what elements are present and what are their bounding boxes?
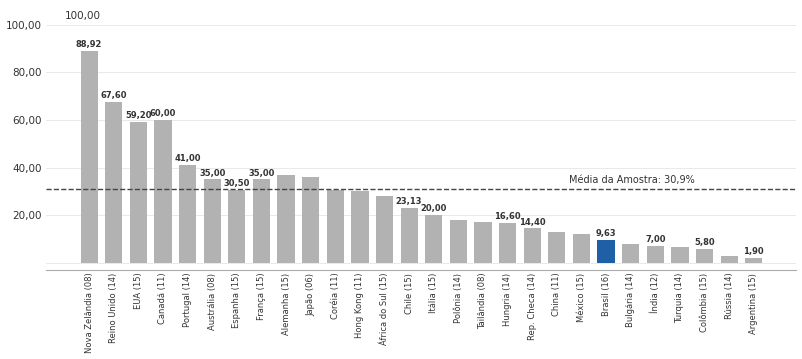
Text: Média da Amostra: 30,9%: Média da Amostra: 30,9% (569, 175, 695, 185)
Bar (720, 256, 738, 263)
Bar (400, 208, 418, 263)
Bar (80, 51, 98, 263)
Bar (351, 191, 368, 263)
Text: 60,00: 60,00 (150, 109, 176, 118)
Text: 100,00: 100,00 (64, 11, 100, 21)
Bar (105, 102, 123, 263)
Bar (376, 196, 393, 263)
Bar (524, 228, 541, 263)
Bar (425, 215, 443, 263)
Bar (179, 165, 196, 263)
Text: 20,00: 20,00 (420, 204, 447, 213)
Text: 41,00: 41,00 (174, 154, 200, 163)
Bar (696, 249, 713, 263)
Text: 23,13: 23,13 (396, 197, 423, 206)
Text: 1,90: 1,90 (743, 247, 764, 256)
Text: 14,40: 14,40 (519, 218, 545, 227)
Bar (671, 247, 688, 263)
Bar (622, 244, 639, 263)
Bar (450, 220, 467, 263)
Bar (253, 180, 270, 263)
Bar (154, 120, 172, 263)
Text: 5,80: 5,80 (695, 238, 715, 247)
Text: 7,00: 7,00 (645, 235, 666, 244)
Text: 35,00: 35,00 (249, 168, 274, 177)
Bar (229, 190, 245, 263)
Text: 67,60: 67,60 (100, 91, 127, 100)
Text: 30,50: 30,50 (224, 179, 250, 188)
Bar (549, 232, 565, 263)
Bar (646, 246, 664, 263)
Text: 9,63: 9,63 (596, 229, 617, 238)
Bar (326, 190, 344, 263)
Bar (302, 177, 319, 263)
Text: 59,20: 59,20 (125, 111, 152, 120)
Bar (745, 258, 763, 263)
Bar (204, 180, 221, 263)
Text: 35,00: 35,00 (199, 168, 225, 177)
Bar (573, 234, 590, 263)
Text: 16,60: 16,60 (494, 212, 520, 222)
Bar (597, 240, 614, 263)
Bar (130, 122, 147, 263)
Text: 88,92: 88,92 (76, 40, 103, 49)
Bar (499, 223, 516, 263)
Bar (277, 174, 294, 263)
Bar (474, 222, 492, 263)
